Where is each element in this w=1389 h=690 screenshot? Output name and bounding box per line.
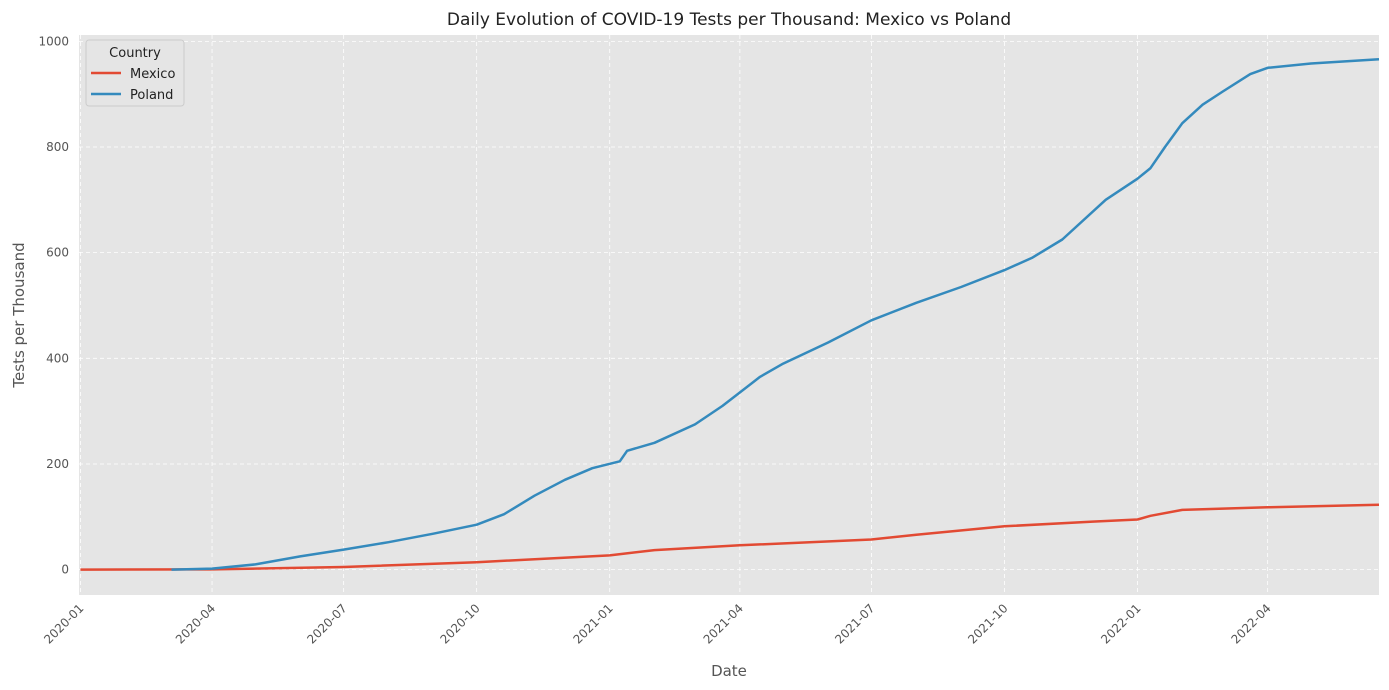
- chart-title: Daily Evolution of COVID-19 Tests per Th…: [447, 10, 1011, 30]
- x-tick-label: 2020-10: [437, 601, 482, 646]
- x-tick-label: 2021-01: [570, 601, 615, 646]
- x-tick-label: 2022-04: [1228, 601, 1273, 646]
- y-tick-label: 800: [46, 140, 69, 154]
- x-axis-label: Date: [711, 662, 747, 680]
- x-tick-label: 2020-01: [41, 601, 86, 646]
- series-line-poland: [171, 58, 1380, 571]
- legend-label-poland: Poland: [130, 88, 173, 103]
- y-axis-label: Tests per Thousand: [10, 242, 28, 388]
- x-tick-label: 2020-04: [173, 601, 218, 646]
- y-tick-label: 1000: [38, 34, 69, 48]
- x-tick-label: 2021-10: [965, 601, 1010, 646]
- x-tick-label: 2021-07: [832, 601, 877, 646]
- y-tick-label: 200: [46, 457, 69, 471]
- plot-background: [79, 35, 1379, 595]
- legend: Country Mexico Poland: [85, 39, 185, 107]
- series-line-mexico: [80, 503, 1380, 571]
- x-tick-label: 2022-01: [1098, 601, 1143, 646]
- legend-title: Country: [109, 46, 161, 61]
- y-tick-label: 600: [46, 246, 69, 260]
- x-tick-label: 2021-04: [701, 601, 746, 646]
- x-tick-label: 2020-07: [304, 601, 349, 646]
- legend-label-mexico: Mexico: [130, 67, 175, 82]
- y-tick-label: 0: [61, 563, 69, 577]
- y-tick-label: 400: [46, 351, 69, 365]
